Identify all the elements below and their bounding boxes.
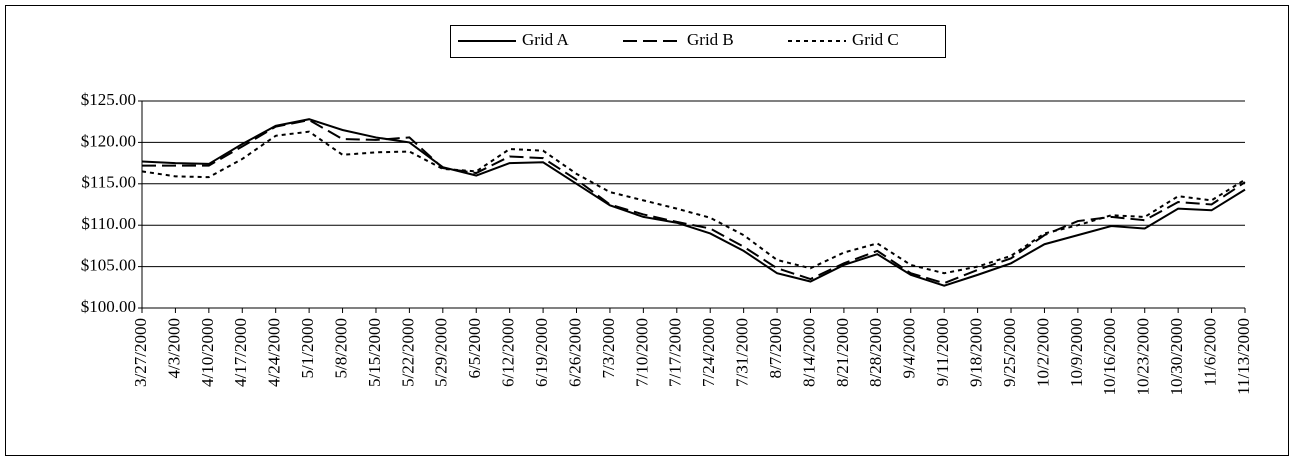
x-tick-label: 5/22/2000	[398, 318, 417, 387]
x-tick-label: 6/12/2000	[499, 318, 518, 387]
x-tick-label: 7/31/2000	[733, 318, 752, 387]
x-tick-label: 5/1/2000	[298, 318, 317, 378]
x-tick-label: 11/6/2000	[1200, 318, 1219, 386]
x-tick-label: 8/14/2000	[799, 318, 818, 387]
y-tick-label: $110.00	[81, 214, 136, 233]
y-tick-label: $105.00	[81, 256, 136, 275]
legend-label: Grid B	[687, 30, 734, 49]
x-tick-label: 9/25/2000	[1000, 318, 1019, 387]
line-series	[141, 118, 1246, 287]
x-tick-label: 10/16/2000	[1100, 318, 1119, 395]
x-tick-label: 3/27/2000	[131, 318, 150, 387]
x-tick-label: 9/18/2000	[967, 318, 986, 387]
y-tick-label: $115.00	[81, 173, 136, 192]
x-tick-label: 10/9/2000	[1067, 318, 1086, 387]
legend-label: Grid A	[522, 30, 569, 49]
x-tick-label: 7/10/2000	[632, 318, 651, 387]
x-tick-label: 4/24/2000	[265, 318, 284, 387]
x-tick-label: 7/3/2000	[599, 318, 618, 378]
x-tick-label: 6/19/2000	[532, 318, 551, 387]
x-tick-label: 9/4/2000	[900, 318, 919, 378]
line-series	[142, 118, 1246, 285]
y-tick-label: $100.00	[81, 297, 136, 316]
x-tick-label: 4/3/2000	[164, 318, 183, 378]
x-tick-label: 11/13/2000	[1234, 318, 1253, 395]
x-tick-label: 5/15/2000	[365, 318, 384, 387]
legend-box	[450, 25, 946, 58]
y-tick-label: $120.00	[81, 131, 136, 150]
x-tick-label: 7/24/2000	[699, 318, 718, 387]
x-tick-label: 5/29/2000	[432, 318, 451, 387]
x-tick-label: 6/5/2000	[465, 318, 484, 378]
x-tick-label: 8/21/2000	[833, 318, 852, 387]
x-tick-label: 4/17/2000	[231, 318, 250, 387]
x-tick-label: 10/2/2000	[1033, 318, 1052, 387]
y-tick-label: $125.00	[81, 90, 136, 109]
line-series	[141, 130, 1246, 275]
x-tick-label: 10/23/2000	[1134, 318, 1153, 395]
chart-border	[5, 5, 1289, 456]
x-tick-label: 4/10/2000	[198, 318, 217, 387]
x-tick-label: 6/26/2000	[565, 318, 584, 387]
x-tick-label: 5/8/2000	[331, 318, 350, 378]
x-tick-label: 9/11/2000	[933, 318, 952, 386]
x-tick-label: 8/7/2000	[766, 318, 785, 378]
x-tick-label: 7/17/2000	[666, 318, 685, 387]
x-tick-label: 8/28/2000	[866, 318, 885, 387]
legend-label: Grid C	[852, 30, 899, 49]
x-tick-label: 10/30/2000	[1167, 318, 1186, 395]
